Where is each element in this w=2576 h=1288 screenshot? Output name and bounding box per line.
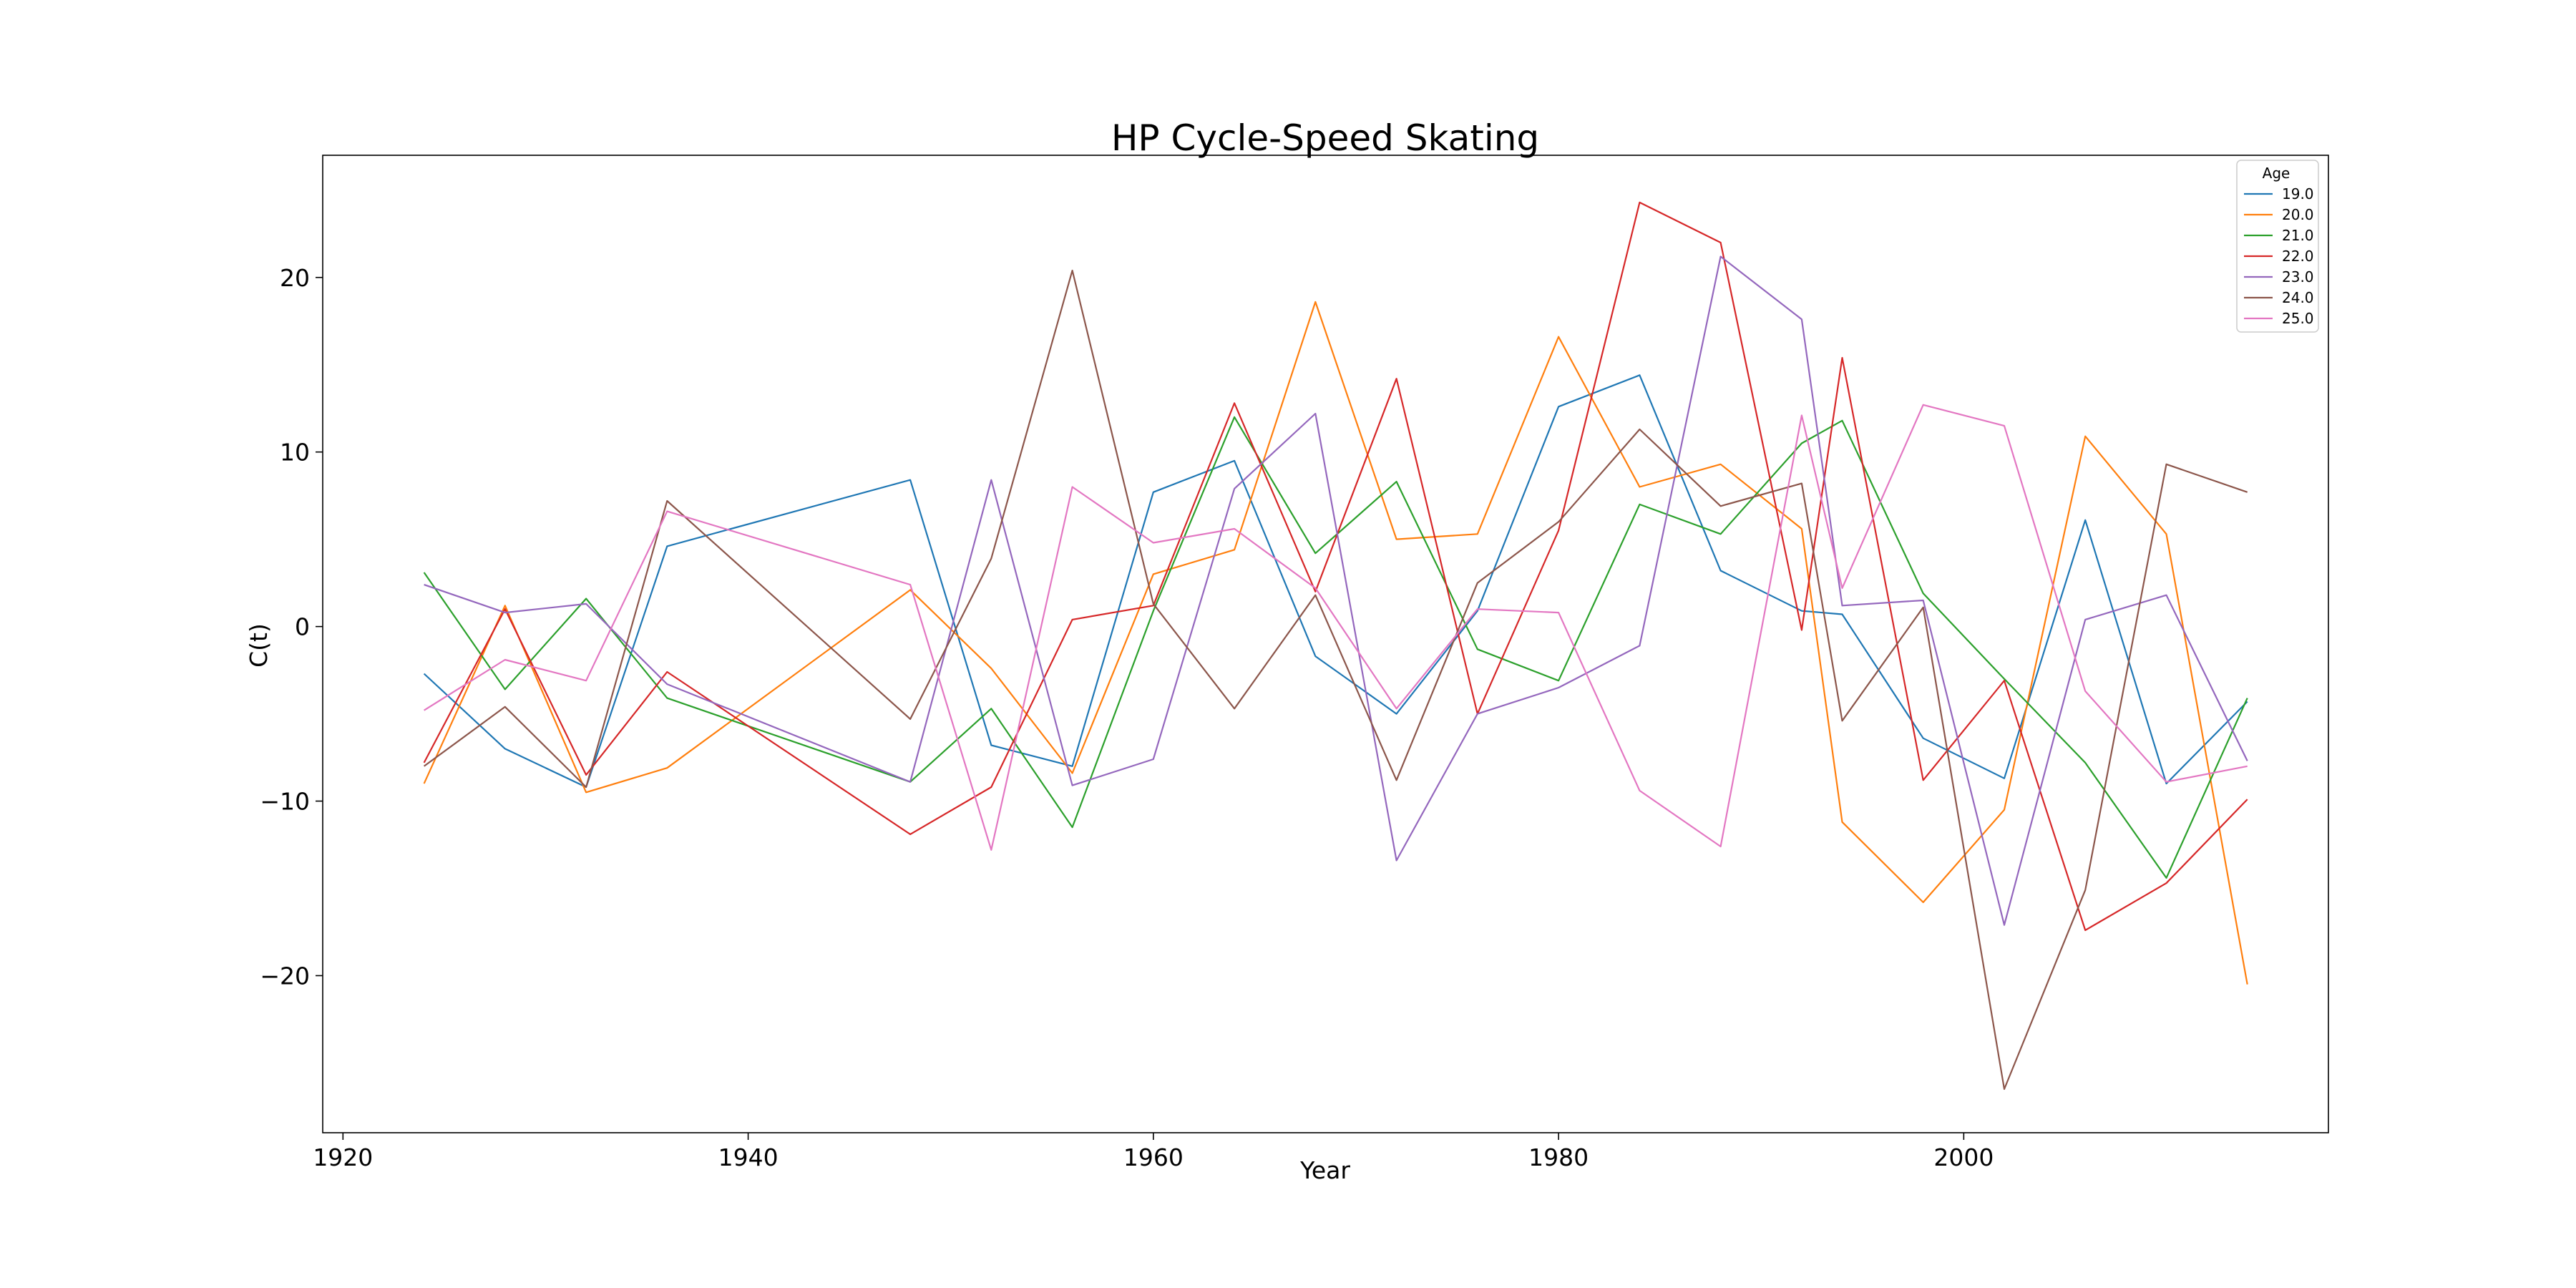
legend-label-20.0: 20.0 <box>2282 206 2314 223</box>
y-tick-label-20: 20 <box>280 264 310 292</box>
y-tick-label-0: 0 <box>295 613 310 641</box>
legend-label-24.0: 24.0 <box>2282 289 2314 306</box>
legend-label-19.0: 19.0 <box>2282 185 2314 203</box>
series-line-21.0 <box>423 416 2248 879</box>
legend-label-23.0: 23.0 <box>2282 268 2314 286</box>
legend: Age 19.0 20.0 21.0 22.0 23.0 24.0 25.0 <box>2236 160 2319 333</box>
series-line-24.0 <box>423 269 2248 1091</box>
legend-box <box>2236 160 2319 333</box>
axes-frame <box>322 155 2329 1133</box>
y-tick-label--10: −10 <box>260 788 310 816</box>
plot-area: 1920 1940 1960 1980 2000 −20 −10 0 10 20 <box>260 155 2329 1171</box>
legend-label-21.0: 21.0 <box>2282 227 2314 244</box>
x-tick-label-1980: 1980 <box>1528 1143 1589 1171</box>
series-line-23.0 <box>424 255 2248 926</box>
x-tick-label-1920: 1920 <box>313 1143 373 1171</box>
x-tick-label-1960: 1960 <box>1123 1143 1184 1171</box>
series-line-19.0 <box>423 374 2248 789</box>
y-tick-label--20: −20 <box>260 962 310 990</box>
y-tick-label-10: 10 <box>280 439 310 467</box>
x-tick-label-1940: 1940 <box>718 1143 779 1171</box>
legend-title: Age <box>2263 165 2290 182</box>
legend-label-22.0: 22.0 <box>2282 248 2314 265</box>
x-tick-label-2000: 2000 <box>1933 1143 1994 1171</box>
chart-title: HP Cycle-Speed Skating <box>1111 117 1539 159</box>
series-line-25.0 <box>424 404 2248 851</box>
legend-label-25.0: 25.0 <box>2282 310 2314 327</box>
series-line-20.0 <box>423 301 2248 985</box>
y-axis-label: C(t) <box>245 623 273 668</box>
series-line-22.0 <box>423 201 2248 932</box>
x-axis-label: Year <box>1299 1156 1350 1184</box>
